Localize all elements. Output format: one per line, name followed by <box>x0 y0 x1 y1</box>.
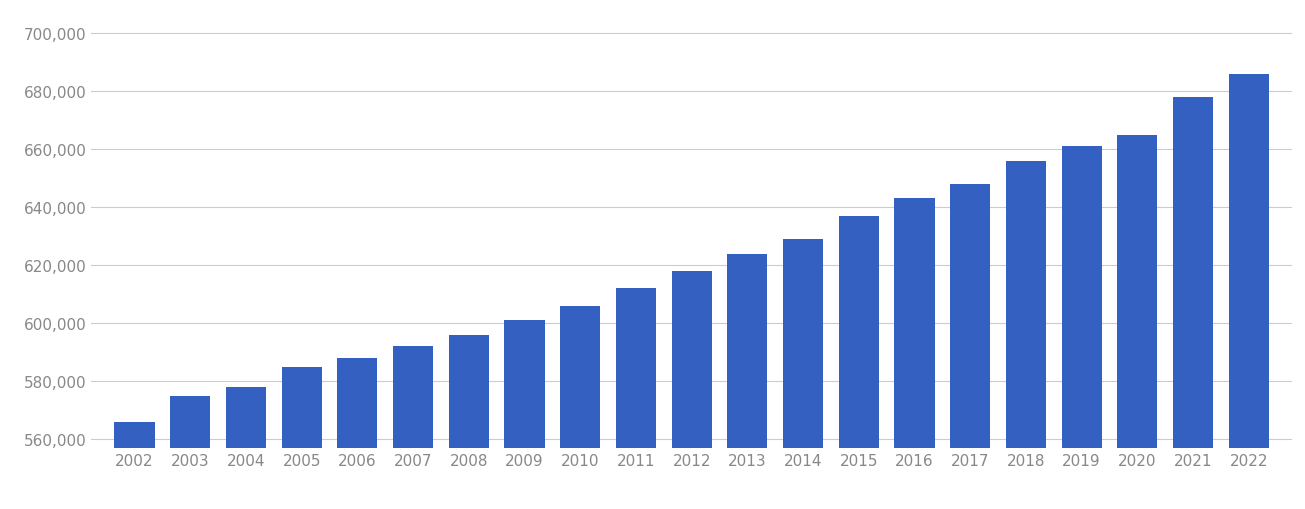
Bar <box>950 185 990 509</box>
Bar <box>115 422 154 509</box>
Bar <box>505 321 544 509</box>
Bar <box>1173 98 1214 509</box>
Bar <box>839 216 878 509</box>
Bar <box>616 289 656 509</box>
Bar <box>449 335 489 509</box>
Bar <box>1229 75 1268 509</box>
Bar <box>560 306 600 509</box>
Bar <box>1006 161 1047 509</box>
Bar <box>1117 135 1158 509</box>
Bar <box>170 396 210 509</box>
Bar <box>672 271 711 509</box>
Bar <box>727 254 767 509</box>
Bar <box>282 367 322 509</box>
Bar <box>393 347 433 509</box>
Bar <box>337 358 377 509</box>
Bar <box>783 240 823 509</box>
Bar <box>226 387 266 509</box>
Bar <box>894 199 934 509</box>
Bar <box>1061 147 1101 509</box>
